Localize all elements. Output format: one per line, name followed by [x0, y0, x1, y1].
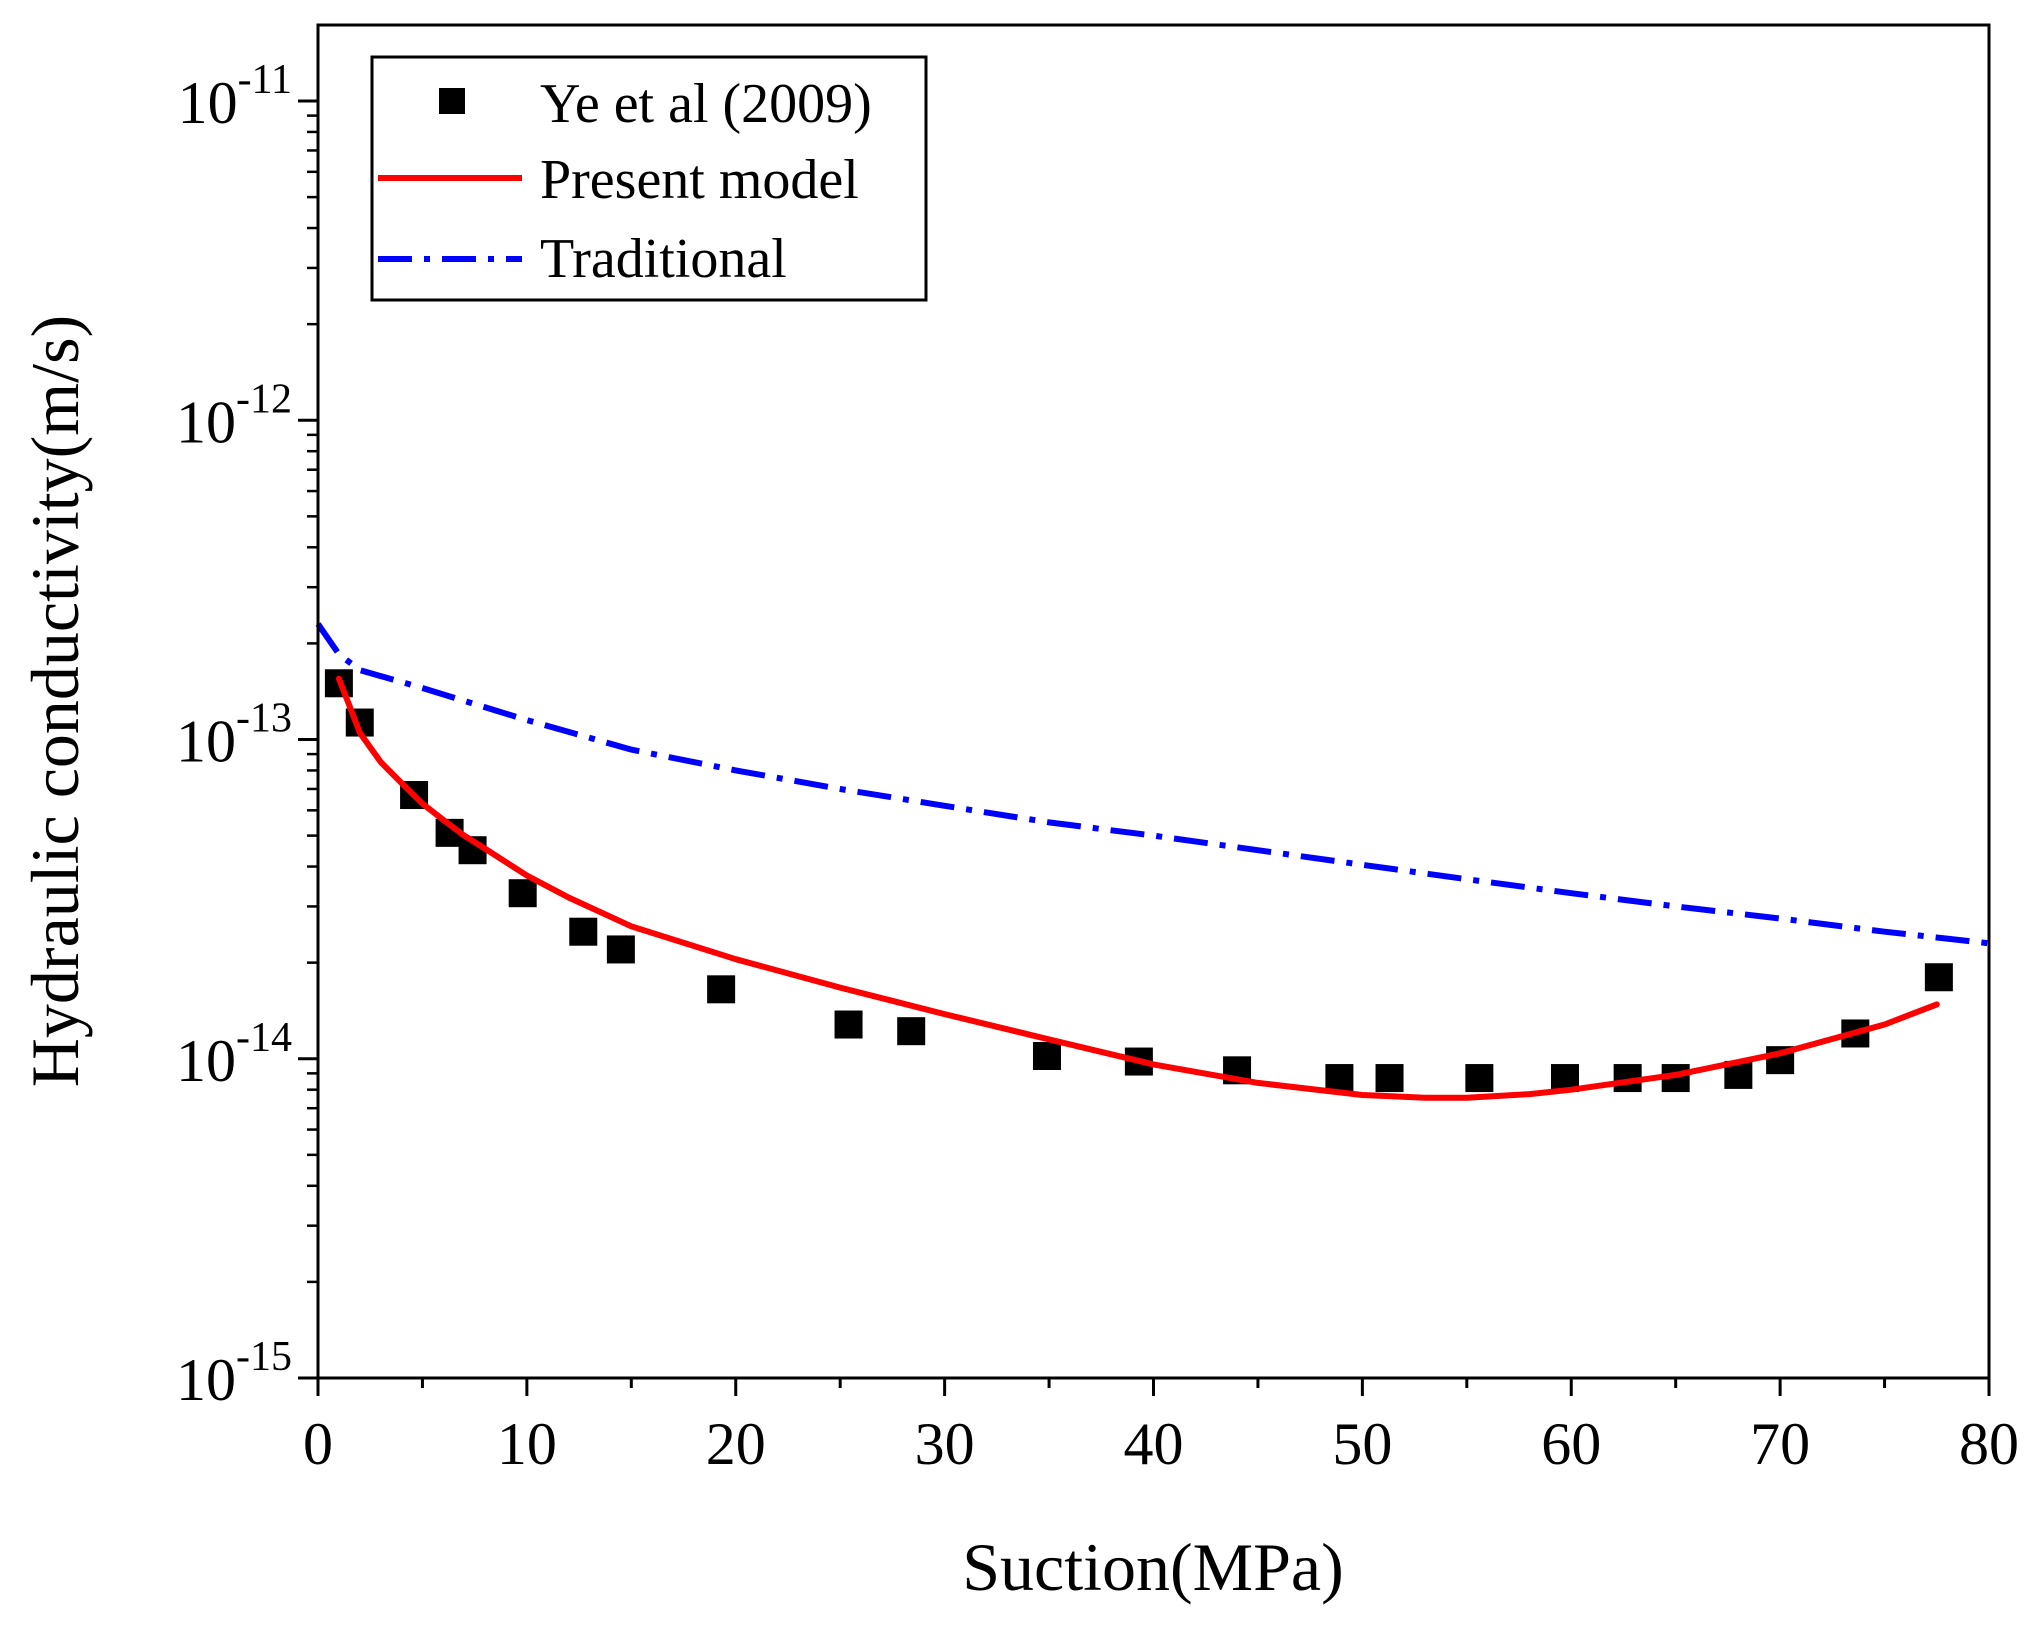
data-point-ye: [897, 1017, 926, 1046]
x-tick-label: 80: [1959, 1411, 2019, 1477]
legend-marker-ye: [439, 88, 465, 114]
x-tick-label: 40: [1124, 1411, 1184, 1477]
data-point-ye: [1325, 1064, 1354, 1093]
y-tick-exponent: -14: [236, 1015, 292, 1061]
legend-label-traditional: Traditional: [540, 228, 787, 290]
data-point-ye: [1465, 1064, 1494, 1093]
data-point-ye: [707, 975, 736, 1004]
y-tick-label: 10-13: [176, 696, 292, 775]
x-tick-label: 20: [706, 1411, 766, 1477]
traditional-line: [315, 622, 1990, 947]
y-tick-label: 10-12: [176, 376, 292, 455]
y-tick-exponent: -12: [236, 376, 292, 422]
y-tick-label: 10-14: [176, 1015, 292, 1094]
legend: Ye et al (2009) Present model Traditiona…: [370, 55, 928, 302]
data-point-ye: [834, 1010, 863, 1039]
legend-label-present: Present model: [540, 149, 859, 211]
y-tick-exponent: -15: [236, 1334, 292, 1380]
data-point-ye: [569, 917, 598, 946]
x-tick-label: 10: [497, 1411, 557, 1477]
y-tick-base: 10: [176, 709, 236, 775]
x-tick-label: 50: [1332, 1411, 1392, 1477]
data-point-ye: [1924, 963, 1953, 992]
y-axis-title: Hydraulic conductivity(m/s): [17, 315, 93, 1087]
data-point-ye: [1032, 1042, 1061, 1071]
legend-label-ye: Ye et al (2009): [540, 73, 872, 135]
data-point-ye: [606, 935, 635, 964]
y-tick-base: 10: [176, 389, 236, 455]
data-point-ye: [1375, 1064, 1404, 1093]
minor-tick-layer: [307, 114, 1887, 1388]
y-tick-base: 10: [176, 1028, 236, 1094]
x-tick-label: 30: [915, 1411, 975, 1477]
data-point-ye: [508, 879, 537, 908]
y-tick-label: 10-11: [178, 57, 292, 136]
axis-layer: 0 10 20 30 40 50 60 70 8010-1110-1210-1310-1410-…: [176, 57, 2019, 1477]
series-layer: [315, 622, 1990, 1101]
y-tick-exponent: -13: [236, 696, 292, 742]
y-tick-exponent: -11: [238, 57, 292, 103]
present-model-line: [335, 675, 1940, 1101]
y-tick-label: 10-15: [176, 1334, 292, 1413]
x-tick-label: 70: [1750, 1411, 1810, 1477]
x-tick-label: 60: [1541, 1411, 1601, 1477]
x-tick-label: 0: [303, 1411, 333, 1477]
y-tick-base: 10: [178, 70, 238, 136]
y-tick-base: 10: [176, 1347, 236, 1413]
x-axis-title: Suction(MPa): [962, 1529, 1344, 1605]
